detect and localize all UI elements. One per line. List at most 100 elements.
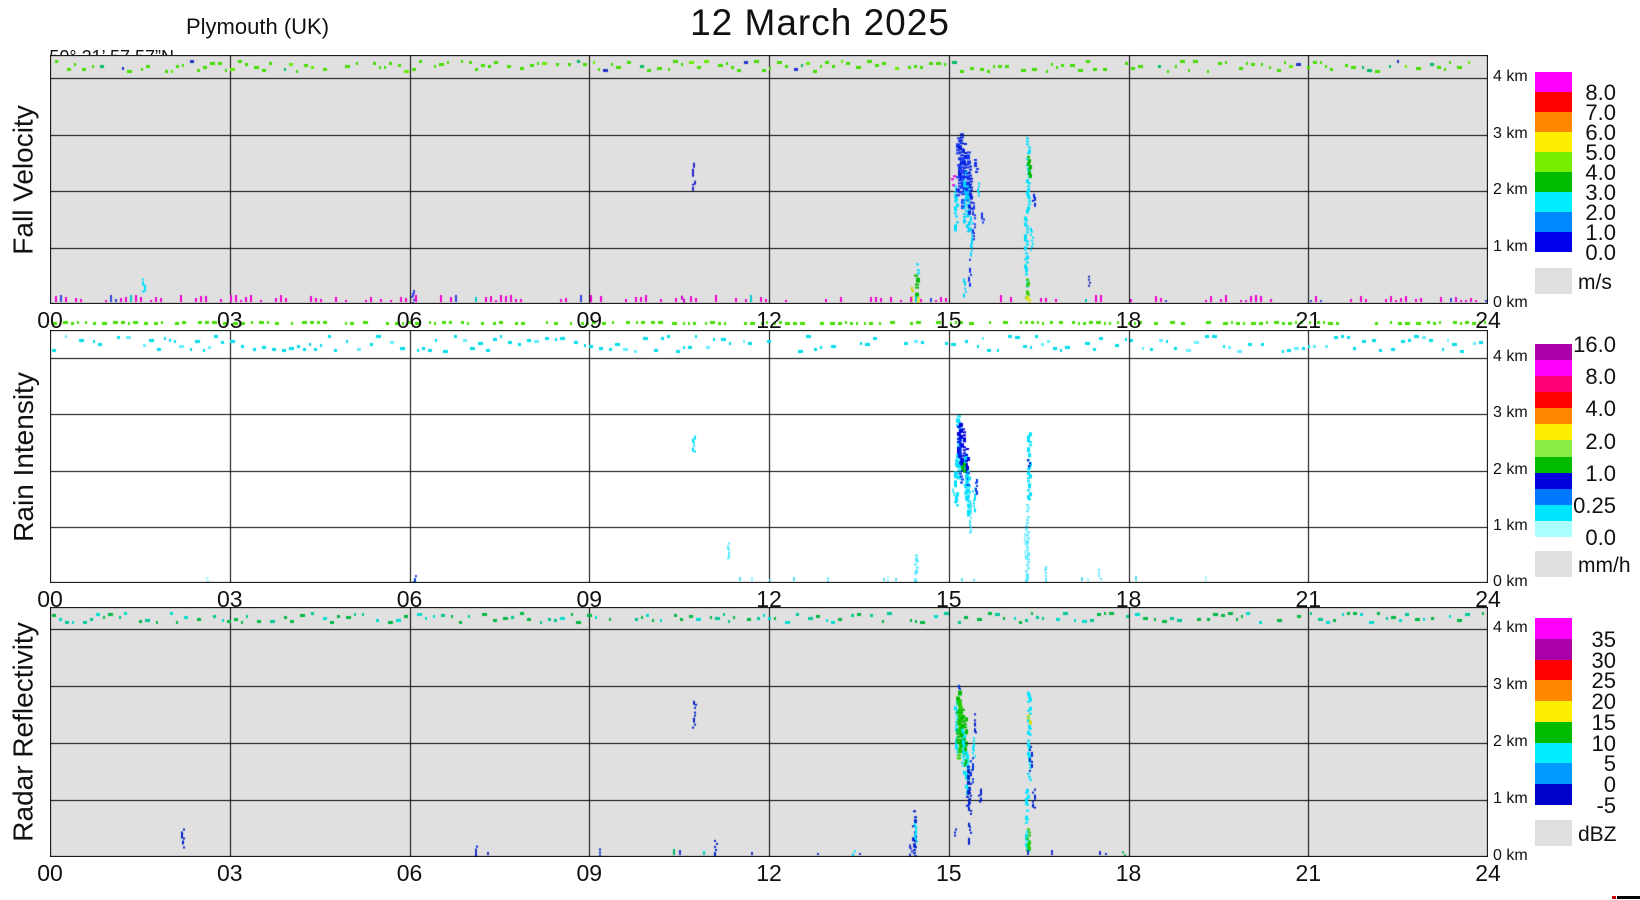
height-tick-label: 0 km [1493,294,1528,311]
legend-value-label: 30 [1591,647,1616,673]
x-tick-label: 03 [216,586,243,612]
x-tick-label: 03 [216,307,243,333]
legend-swatch [1535,784,1572,805]
legend-value-label: 2.0 [1585,200,1616,225]
x-tick-label: 00 [37,307,63,333]
legend-swatch [1535,472,1572,489]
x-tick-label: 18 [1115,307,1142,333]
rain-intensity-plot [50,330,1488,583]
height-tick-label: 3 km [1493,676,1528,693]
x-tick-label: 06 [396,586,423,612]
legend-value-label: 8.0 [1585,364,1616,390]
x-tick-label: 12 [756,307,782,333]
legend-value-label: -5 [1596,793,1616,818]
legend-swatch [1535,659,1572,681]
legend-swatch [1535,392,1572,409]
height-tick-label: 3 km [1493,124,1528,142]
corner-red-mark [1612,896,1616,899]
legend-swatch [1535,376,1572,393]
x-tick-label: 09 [576,307,603,333]
x-tick-label: 24 [1475,860,1501,886]
legend-swatch [1535,72,1572,92]
legend-swatch [1535,520,1572,537]
height-tick-label: 4 km [1493,68,1528,85]
x-tick-label: 06 [396,307,423,333]
radar-reflectivity-axis-title: Radar Reflectivity [8,622,39,842]
legend-swatch [1535,132,1572,152]
legend-value-label: 0.0 [1585,240,1616,265]
radar-reflectivity-plot [50,607,1488,857]
legend-value-label: 3.0 [1585,180,1616,205]
x-tick-label: 00 [37,586,63,612]
x-tick-label: 18 [1115,586,1142,612]
height-tick-label: 4 km [1493,619,1528,636]
legend-swatch [1535,721,1572,743]
x-tick-label: 15 [935,860,962,886]
x-tick-label: 03 [216,860,243,886]
legend-swatch [1535,344,1572,361]
legend-swatch [1535,440,1572,457]
x-tick-label: 24 [1475,586,1501,612]
legend-swatch [1535,638,1572,660]
legend-color-bar [1535,72,1572,252]
x-tick-label: 12 [756,860,782,886]
fall-velocity-axis-title: Fall Velocity [8,104,39,255]
legend-value-label: 15 [1591,709,1616,735]
x-tick-label: 24 [1475,307,1501,333]
legend-value-label: 4.0 [1585,160,1616,185]
legend-value-label: 1.0 [1585,460,1616,486]
legend-value-label: 7.0 [1585,100,1616,125]
x-tick-label: 06 [396,860,423,886]
legend-no-data-swatch [1535,268,1572,294]
legend-value-label: 0 [1603,772,1616,798]
x-tick-label: 00 [37,860,63,886]
height-tick-label: 4 km [1493,348,1528,365]
x-tick-label: 09 [576,586,603,612]
legend-swatch [1535,192,1572,212]
legend-no-data-swatch [1535,820,1572,846]
legend-value-label: 20 [1591,689,1616,715]
legend-swatch [1535,112,1572,132]
x-tick-label: 15 [935,586,962,612]
rain-intensity-axis-title: Rain Intensity [8,371,40,542]
legend-value-label: 5.0 [1585,140,1616,165]
legend-no-data-swatch [1535,551,1572,577]
legend-unit-label: dBZ [1578,823,1617,846]
legend-swatch [1535,618,1572,639]
legend-value-label: 0.25 [1573,492,1616,518]
height-tick-label: 1 km [1493,790,1528,807]
legend-swatch [1535,172,1572,192]
legend-value-label: 25 [1591,668,1616,694]
legend-value-label: 1.0 [1585,220,1616,245]
x-tick-label: 21 [1295,307,1322,333]
legend-swatch [1535,232,1572,252]
height-tick-label: 2 km [1493,181,1528,198]
legend-color-bar [1535,618,1572,805]
legend-value-label: 10 [1591,730,1616,756]
legend-swatch [1535,212,1572,232]
legend-value-label: 2.0 [1585,428,1616,454]
legend-value-label: 16.0 [1573,332,1616,357]
height-tick-label: 1 km [1493,516,1528,534]
corner-black-bar [1617,896,1640,899]
x-tick-label: 21 [1295,860,1322,886]
x-tick-label: 12 [756,586,782,612]
inter-panel-noise-strip [50,320,1488,327]
legend-swatch [1535,152,1572,172]
legend-swatch [1535,504,1572,521]
height-tick-label: 1 km [1493,237,1528,255]
legend-swatch [1535,92,1572,112]
legend-swatch [1535,408,1572,425]
height-tick-label: 0 km [1493,847,1528,864]
legend-unit-label: mm/h [1578,554,1631,577]
legend-value-label: 5 [1603,751,1616,777]
legend-swatch [1535,456,1572,473]
legend-swatch [1535,742,1572,764]
legend-color-bar [1535,344,1572,537]
page-title: 12 March 2025 [690,2,950,43]
legend-swatch [1535,360,1572,377]
x-tick-label: 09 [576,860,603,886]
legend-value-label: 4.0 [1585,396,1616,422]
legend-swatch [1535,424,1572,441]
